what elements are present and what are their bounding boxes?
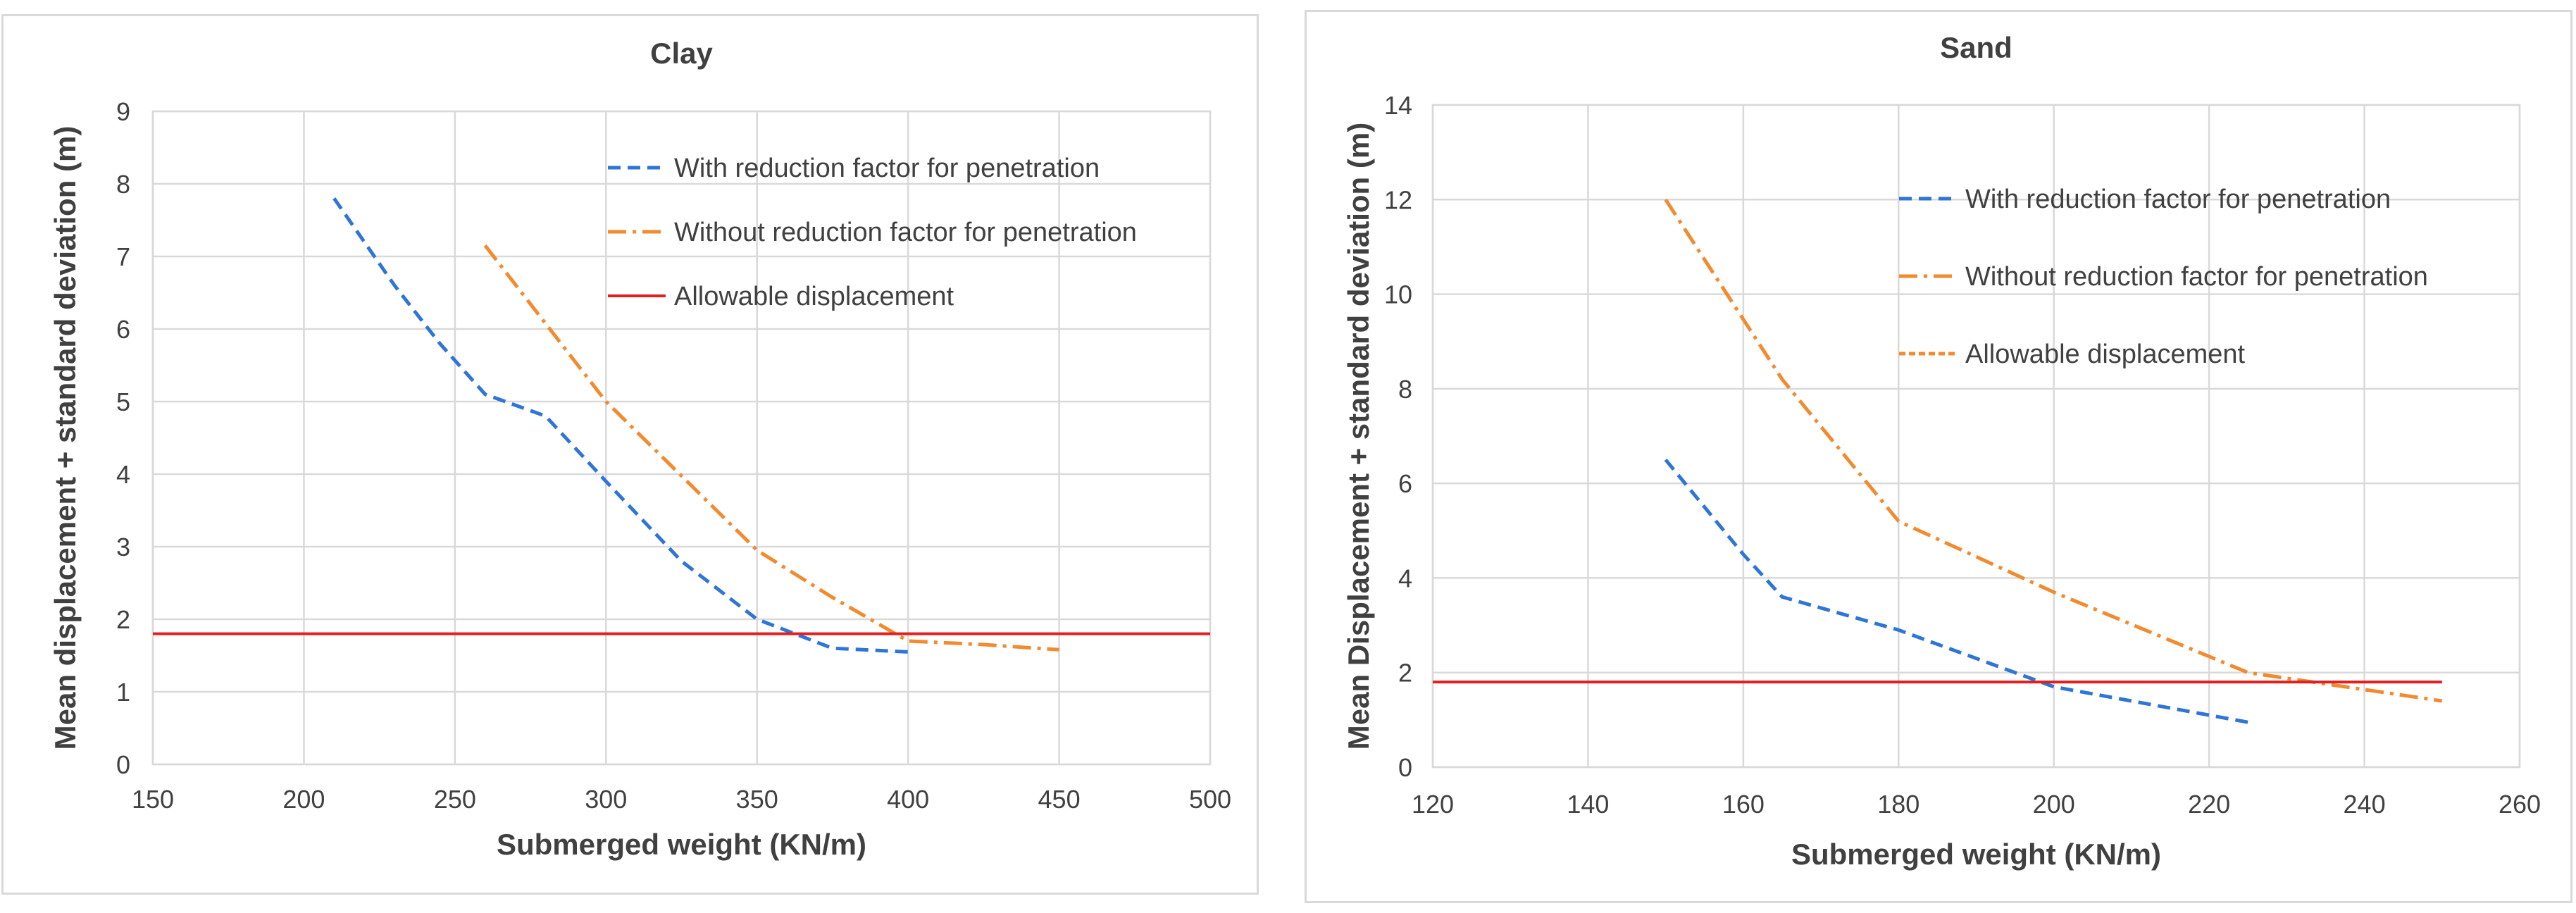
x-tick-label: 140 <box>1567 790 1609 819</box>
x-tick-label: 150 <box>132 785 174 814</box>
y-axis-title: Mean displacement + standard deviation (… <box>49 126 82 750</box>
chart-title: Sand <box>1940 31 2012 64</box>
legend-label-1: With reduction factor for penetration <box>1965 185 2391 214</box>
series-line-2 <box>1664 198 2443 703</box>
y-tick-label: 8 <box>116 170 130 199</box>
x-tick-label: 500 <box>1189 785 1231 814</box>
legend-label-3: Allowable displacement <box>1965 340 2246 369</box>
y-tick-label: 3 <box>116 533 130 561</box>
y-tick-label: 0 <box>116 750 130 779</box>
y-tick-label: 6 <box>116 315 130 344</box>
x-tick-label: 180 <box>1877 790 1919 819</box>
chart-title: Clay <box>650 37 713 70</box>
x-tick-label: 450 <box>1038 785 1081 814</box>
y-tick-label: 5 <box>116 387 130 416</box>
y-tick-label: 1 <box>116 678 130 707</box>
legend-label-2: Without reduction factor for penetration <box>674 218 1137 247</box>
x-tick-label: 250 <box>434 785 476 814</box>
x-tick-label: 240 <box>2344 790 2386 819</box>
clay-chart-panel: 150 200 250 300 350 400 450 500 0 1 2 3 4 5 6 7 8 9 Clay Su… <box>1 14 1259 895</box>
plot-area <box>1431 104 2521 769</box>
y-tick-label: 9 <box>116 97 130 126</box>
y-tick-label: 8 <box>1398 375 1412 404</box>
y-tick-label: 0 <box>1398 753 1412 782</box>
sand-chart-panel: 120 140 160 180 200 220 240 260 0 2 4 6 8 10 12 14 Sand S… <box>1305 10 2572 903</box>
legend-label-1: With reduction factor for penetration <box>674 154 1100 183</box>
y-tick-label: 4 <box>116 460 130 489</box>
x-axis-title: Submerged weight (KN/m) <box>497 828 866 861</box>
x-tick-label: 120 <box>1412 790 1454 819</box>
x-tick-label: 400 <box>887 785 929 814</box>
y-tick-label: 2 <box>1398 659 1412 688</box>
x-axis-title: Submerged weight (KN/m) <box>1791 838 2161 871</box>
y-tick-label: 4 <box>1398 564 1412 592</box>
sand-chart: 120 140 160 180 200 220 240 260 0 2 4 6 8 10 12 14 Sand S… <box>1342 31 2541 871</box>
x-tick-label: 160 <box>1722 790 1765 819</box>
y-tick-label: 7 <box>116 242 130 271</box>
x-tick-label: 220 <box>2188 790 2230 819</box>
y-tick-label: 2 <box>116 605 130 634</box>
y-tick-label: 6 <box>1398 469 1412 498</box>
x-tick-label: 350 <box>736 785 778 814</box>
legend-label-3: Allowable displacement <box>674 282 954 311</box>
x-tick-label: 200 <box>282 785 325 814</box>
series-line-1 <box>1664 459 2248 724</box>
series-line-1 <box>332 197 909 654</box>
y-tick-label: 10 <box>1384 280 1412 309</box>
y-tick-label: 12 <box>1384 185 1412 214</box>
clay-chart: 150 200 250 300 350 400 450 500 0 1 2 3 4 5 6 7 8 9 Clay Su… <box>49 37 1231 861</box>
y-axis-title: Mean Displacement + standard deviation (… <box>1342 123 1375 750</box>
legend-label-2: Without reduction factor for penetration <box>1965 262 2428 292</box>
x-tick-label: 260 <box>2499 790 2541 819</box>
plot-area <box>151 110 1212 766</box>
x-tick-label: 300 <box>585 785 627 814</box>
series-line-2 <box>483 244 1059 652</box>
y-tick-label: 14 <box>1384 91 1412 120</box>
x-tick-label: 200 <box>2033 790 2075 819</box>
